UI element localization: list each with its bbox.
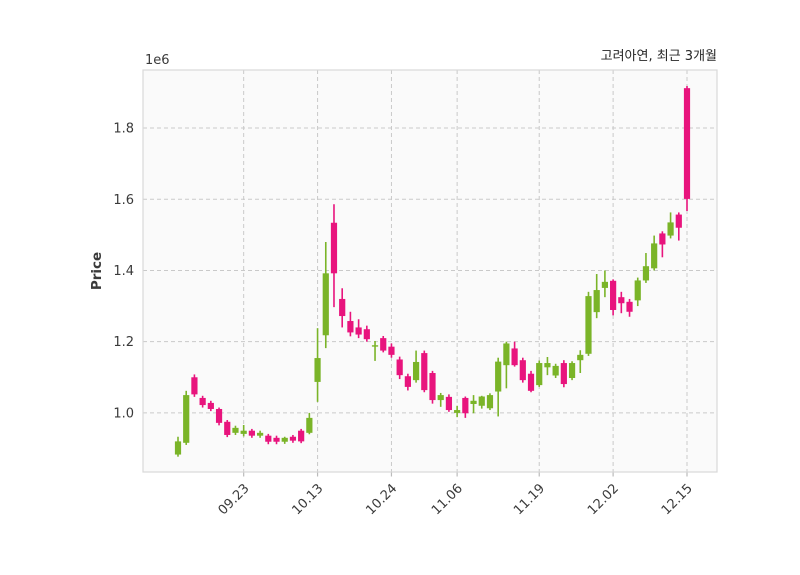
plot-border <box>142 69 718 473</box>
plot-background <box>143 70 717 472</box>
y-axis-label: Price <box>89 252 105 290</box>
candle-body <box>339 298 346 317</box>
y-tick-label: 1.8 <box>113 122 134 137</box>
candle-body <box>519 360 526 381</box>
candle-body <box>618 297 625 304</box>
candle-body <box>651 243 658 269</box>
candle-body <box>380 338 387 351</box>
candle-body <box>552 365 559 376</box>
candle-body <box>347 321 354 333</box>
candle-body <box>536 363 543 386</box>
candle-body <box>330 222 338 274</box>
candle-body <box>527 373 535 391</box>
candle-body <box>240 430 247 434</box>
candle-body <box>281 437 288 442</box>
candle-body <box>642 266 650 281</box>
candle-body <box>495 361 502 392</box>
candle-body <box>568 363 576 378</box>
candle-body <box>207 402 214 409</box>
candle-body <box>256 432 264 436</box>
candle-body <box>174 441 182 455</box>
x-tick-label: 09.23 <box>216 481 253 518</box>
candle-body <box>429 373 436 401</box>
x-tick-label: 11.19 <box>511 481 548 518</box>
plot-area: 1.0 1.2 1.4 1.6 1.8 09.23 10.13 10.24 11.06 11.19… <box>113 69 718 518</box>
candle-body <box>298 430 305 442</box>
x-tick-label: 12.02 <box>585 481 622 518</box>
candle-body <box>667 222 674 236</box>
candle-body <box>577 354 584 361</box>
candle-body <box>421 353 428 391</box>
candle-body <box>544 363 551 368</box>
candle-body <box>610 280 617 310</box>
candle-body <box>289 436 297 441</box>
candle-body <box>593 290 600 313</box>
candle-body <box>675 214 682 228</box>
y-tick-label: 1.0 <box>113 406 134 421</box>
candle-body <box>511 348 518 366</box>
candle-body <box>503 343 510 366</box>
candle-body <box>306 417 313 433</box>
candle-body <box>462 397 469 414</box>
candle-body <box>355 327 362 335</box>
candle-body <box>199 397 206 406</box>
y-tick-label: 1.2 <box>113 335 134 350</box>
candle-body <box>314 358 321 382</box>
y-tick-label: 1.4 <box>113 264 134 279</box>
candle-body <box>585 296 592 354</box>
x-tick-label: 10.13 <box>289 481 326 518</box>
candle-body <box>248 430 255 436</box>
candle-body <box>388 346 395 355</box>
candle-body <box>437 395 444 401</box>
y-axis-offset-label: 1e6 <box>145 53 170 68</box>
candle-body <box>683 88 691 199</box>
candle-body <box>363 329 370 340</box>
candle-body <box>478 396 485 406</box>
candle-body <box>470 400 477 404</box>
y-tick-label: 1.6 <box>113 193 134 208</box>
candle-body <box>396 359 403 376</box>
candle-body <box>191 377 198 395</box>
candle-body <box>404 376 411 387</box>
candle-body <box>273 437 280 442</box>
x-tick-label: 10.24 <box>363 481 400 518</box>
candle-body <box>183 395 190 443</box>
candle-body <box>265 435 272 442</box>
x-tick-label: 12.15 <box>659 481 696 518</box>
candle-body <box>601 281 609 288</box>
x-tick-label: 11.06 <box>429 481 466 518</box>
candle-body <box>560 363 567 385</box>
candle-body <box>322 273 329 336</box>
candle-body <box>659 233 666 245</box>
candle-body <box>232 427 239 433</box>
candle-body <box>626 301 633 312</box>
candle-body <box>454 410 461 413</box>
candle-body <box>371 345 379 347</box>
candle-body <box>224 421 231 435</box>
candle-body <box>634 280 641 301</box>
candle-body <box>412 361 420 381</box>
candle-body <box>445 396 453 411</box>
candle-body <box>215 408 223 423</box>
chart-title: 고려아연, 최근 3개월 <box>601 49 717 64</box>
candle-body <box>486 395 494 409</box>
